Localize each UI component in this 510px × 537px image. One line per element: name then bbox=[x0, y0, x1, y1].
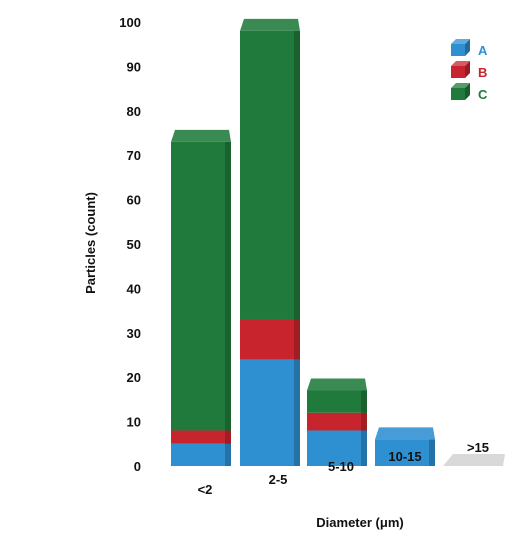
legend-swatch-side bbox=[465, 61, 470, 78]
y-axis-title: Particles (count) bbox=[83, 192, 98, 294]
legend-label: B bbox=[478, 65, 487, 80]
y-tick-label: 10 bbox=[127, 415, 141, 430]
bar-stack bbox=[240, 18, 300, 466]
bars-layer bbox=[171, 18, 505, 466]
legend-swatch-side bbox=[465, 39, 470, 56]
bar-segment-c bbox=[171, 141, 231, 431]
y-tick-label: 70 bbox=[127, 148, 141, 163]
bar-segment-a bbox=[171, 443, 231, 466]
y-tick-label: 30 bbox=[127, 326, 141, 341]
bar-stack bbox=[307, 378, 367, 466]
bar-segment-side-b bbox=[361, 412, 367, 431]
x-category-label: >15 bbox=[467, 440, 489, 455]
legend-swatch-top bbox=[451, 83, 470, 88]
x-category-label: 5-10 bbox=[328, 459, 354, 474]
bar-segment-side-a bbox=[429, 439, 435, 466]
bar-stack bbox=[375, 427, 435, 466]
bar-segment-c bbox=[307, 390, 367, 413]
bar-segment-a bbox=[307, 430, 367, 466]
x-axis-title: Diameter (μm) bbox=[316, 515, 403, 530]
y-tick-label: 60 bbox=[127, 193, 141, 208]
bar-top-c bbox=[307, 378, 367, 391]
legend-swatch-side bbox=[465, 83, 470, 100]
y-tick-label: 0 bbox=[134, 459, 141, 474]
bar-stack bbox=[443, 454, 505, 466]
bar-segment-b bbox=[240, 319, 300, 360]
bar-segment-side-a bbox=[225, 443, 231, 466]
bar-segment-side-b bbox=[294, 319, 300, 360]
x-category-label: <2 bbox=[198, 482, 213, 497]
bar-segment-side-a bbox=[361, 430, 367, 466]
legend-swatch-a bbox=[451, 44, 465, 56]
bar-segment-side-c bbox=[225, 141, 231, 431]
legend-swatch-top bbox=[451, 39, 470, 44]
bar-segment-a bbox=[240, 359, 300, 466]
y-tick-label: 100 bbox=[119, 15, 141, 30]
y-tick-label: 50 bbox=[127, 237, 141, 252]
x-category-label: 10-15 bbox=[388, 449, 421, 464]
y-tick-label: 20 bbox=[127, 370, 141, 385]
bar-top-a bbox=[375, 427, 435, 440]
bar-segment-b bbox=[307, 412, 367, 431]
legend-swatch-b bbox=[451, 66, 465, 78]
bar-segment-c bbox=[240, 30, 300, 320]
x-axis-categories: <2 2-5 5-10 10-15 >15 bbox=[198, 440, 489, 497]
bar-segment-side-b bbox=[225, 430, 231, 444]
y-tick-label: 40 bbox=[127, 281, 141, 296]
legend-label: A bbox=[478, 43, 488, 58]
bar-segment-side-c bbox=[294, 30, 300, 320]
y-tick-label: 80 bbox=[127, 104, 141, 119]
bar-segment-side-c bbox=[361, 390, 367, 413]
bar-empty-top bbox=[443, 454, 505, 466]
bar-segment-side-a bbox=[294, 359, 300, 466]
y-axis-ticks: 0 10 20 30 40 50 60 70 80 90 100 bbox=[119, 15, 141, 474]
legend-swatch-top bbox=[451, 61, 470, 66]
x-category-label: 2-5 bbox=[269, 472, 288, 487]
legend-label: C bbox=[478, 87, 488, 102]
bar-stack bbox=[171, 129, 231, 466]
bar-top-c bbox=[240, 18, 300, 31]
legend-swatch-c bbox=[451, 88, 465, 100]
bar-segment-a bbox=[375, 439, 435, 466]
bar-segment-b bbox=[171, 430, 231, 444]
bar-top-c bbox=[171, 129, 231, 142]
y-tick-label: 90 bbox=[127, 59, 141, 74]
legend: ABC bbox=[451, 39, 488, 102]
